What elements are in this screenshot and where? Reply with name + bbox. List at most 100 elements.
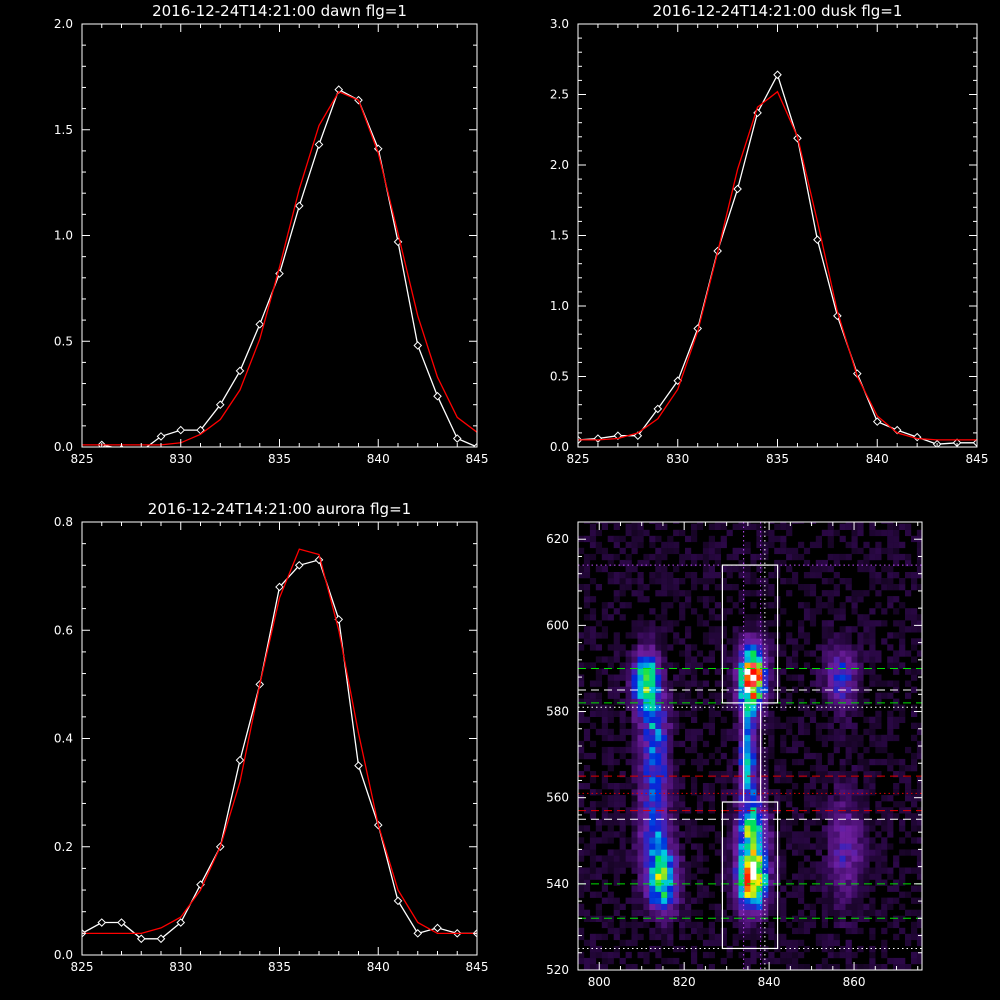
heatmap-cell <box>714 614 721 621</box>
heatmap-cell <box>750 951 757 959</box>
heatmap-cell <box>685 933 692 941</box>
heatmap-cell <box>851 891 858 898</box>
heatmap-cell <box>744 867 751 874</box>
heatmap-cell <box>845 740 852 748</box>
heatmap-cell <box>667 740 674 748</box>
heatmap-cell <box>744 765 751 772</box>
heatmap-cell <box>833 837 840 844</box>
heatmap-cell <box>869 662 876 669</box>
heatmap-cell <box>649 855 656 862</box>
heatmap-cell <box>815 559 822 567</box>
y-tick-label: 3.0 <box>550 17 569 31</box>
heatmap-cell <box>661 879 668 886</box>
heatmap-cell <box>738 638 745 645</box>
heatmap-cell <box>756 795 763 802</box>
heatmap-cell <box>714 849 721 856</box>
heatmap-cell <box>833 746 840 754</box>
heatmap-cell <box>803 602 811 609</box>
heatmap-cell <box>851 885 858 892</box>
heatmap-cell <box>821 674 828 681</box>
heatmap-cell <box>798 716 805 723</box>
heatmap-cell <box>679 819 686 826</box>
heatmap-cell <box>762 771 769 778</box>
heatmap-cell <box>637 752 644 760</box>
heatmap-cell <box>738 909 745 916</box>
heatmap-cell <box>833 783 840 790</box>
heatmap-cell <box>821 795 828 802</box>
heatmap-cell <box>613 855 620 862</box>
heatmap-cell <box>655 789 662 796</box>
heatmap-cell <box>685 734 692 742</box>
heatmap-cell <box>655 559 662 567</box>
heatmap-cell <box>911 909 918 916</box>
heatmap-cell <box>601 933 608 941</box>
heatmap-cell <box>661 662 668 669</box>
heatmap-cell <box>916 559 922 567</box>
heatmap-cell <box>714 933 721 941</box>
heatmap-cell <box>839 861 846 868</box>
heatmap-cell <box>803 831 811 838</box>
heatmap-cell <box>821 813 828 820</box>
heatmap-cell <box>679 927 686 935</box>
heatmap-cell <box>798 867 805 874</box>
heatmap-cell <box>726 668 733 675</box>
heatmap-cell <box>744 783 751 790</box>
heatmap-cell <box>613 849 620 856</box>
heatmap-cell <box>768 801 775 808</box>
heatmap-cell <box>762 777 769 784</box>
heatmap-cell <box>768 837 775 844</box>
heatmap-cell <box>893 957 900 965</box>
heatmap-cell <box>851 783 858 790</box>
heatmap-cell <box>744 734 751 742</box>
heatmap-cell <box>619 795 626 802</box>
heatmap-cell <box>702 783 710 790</box>
heatmap-cell <box>673 783 680 790</box>
heatmap-cell <box>750 825 757 832</box>
heatmap-cell <box>655 656 662 663</box>
heatmap-cell <box>815 704 822 711</box>
heatmap-cell <box>756 704 763 711</box>
heatmap-cell <box>661 843 668 850</box>
heatmap-cell <box>738 921 745 929</box>
heatmap-cell <box>762 752 769 760</box>
heatmap-cell <box>607 855 614 862</box>
heatmap-cell <box>655 668 662 675</box>
heatmap-cell <box>595 710 602 717</box>
heatmap-cell <box>601 710 608 717</box>
heatmap-cell <box>667 801 674 808</box>
heatmap-cell <box>578 903 585 910</box>
heatmap-cell <box>673 590 680 597</box>
heatmap-cell <box>857 752 864 760</box>
heatmap-cell <box>696 849 704 856</box>
heatmap-cell <box>875 572 882 579</box>
heatmap-cell <box>857 662 864 669</box>
heatmap-cell <box>780 523 787 530</box>
heatmap-cell <box>815 765 822 772</box>
heatmap-cell <box>679 867 686 874</box>
heatmap-cell <box>881 813 888 820</box>
heatmap-cell <box>905 608 912 615</box>
heatmap-cell <box>833 933 840 941</box>
heatmap-cell <box>768 734 775 742</box>
heatmap-cell <box>875 620 882 627</box>
heatmap-cell <box>726 656 733 663</box>
heatmap-cell <box>720 879 727 886</box>
heatmap-cell <box>911 572 918 579</box>
heatmap-cell <box>655 590 662 597</box>
heatmap-cell <box>738 861 745 868</box>
heatmap-cell <box>839 825 846 832</box>
heatmap-cell <box>821 722 828 729</box>
heatmap-cell <box>845 795 852 802</box>
heatmap-cell <box>732 867 739 874</box>
heatmap-cell <box>696 927 704 935</box>
heatmap-cell <box>673 909 680 916</box>
heatmap-cell <box>768 746 775 754</box>
heatmap-cell <box>821 638 828 645</box>
heatmap-cell <box>667 535 674 543</box>
heatmap-cell <box>613 674 620 681</box>
heatmap-cell <box>768 921 775 929</box>
heatmap-cell <box>726 650 733 657</box>
heatmap-cell <box>661 777 668 784</box>
heatmap-cell <box>833 831 840 838</box>
heatmap-cell <box>893 553 900 561</box>
